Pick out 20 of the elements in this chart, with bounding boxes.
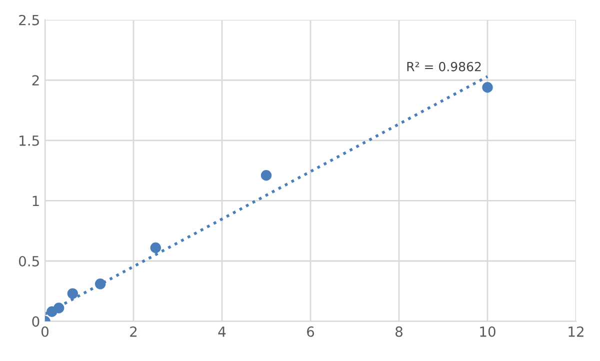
x-tick-label: 0 [41, 326, 48, 337]
y-tick-label: 1.5 [20, 136, 39, 146]
x-tick-label: 6 [307, 326, 314, 337]
y-tick-label: 1 [32, 196, 39, 206]
y-tick-label: 0 [32, 316, 40, 327]
x-tick-label: 4 [218, 326, 226, 337]
point [150, 242, 161, 254]
x-tick-label: 8 [396, 326, 402, 337]
point [67, 288, 78, 299]
point [482, 82, 493, 93]
y-tick-label: 2 [32, 75, 39, 86]
y-tick-label: 0.5 [18, 256, 39, 266]
x-tick-label: 2 [130, 326, 137, 337]
y-tick-label: 2.5 [19, 14, 39, 26]
point [53, 302, 64, 314]
x-tick-label: 12 [568, 326, 584, 337]
x-tick-label: 10 [480, 326, 496, 337]
point [94, 278, 106, 290]
point [260, 170, 272, 181]
annotation: R² = 0.9862 [407, 62, 481, 72]
